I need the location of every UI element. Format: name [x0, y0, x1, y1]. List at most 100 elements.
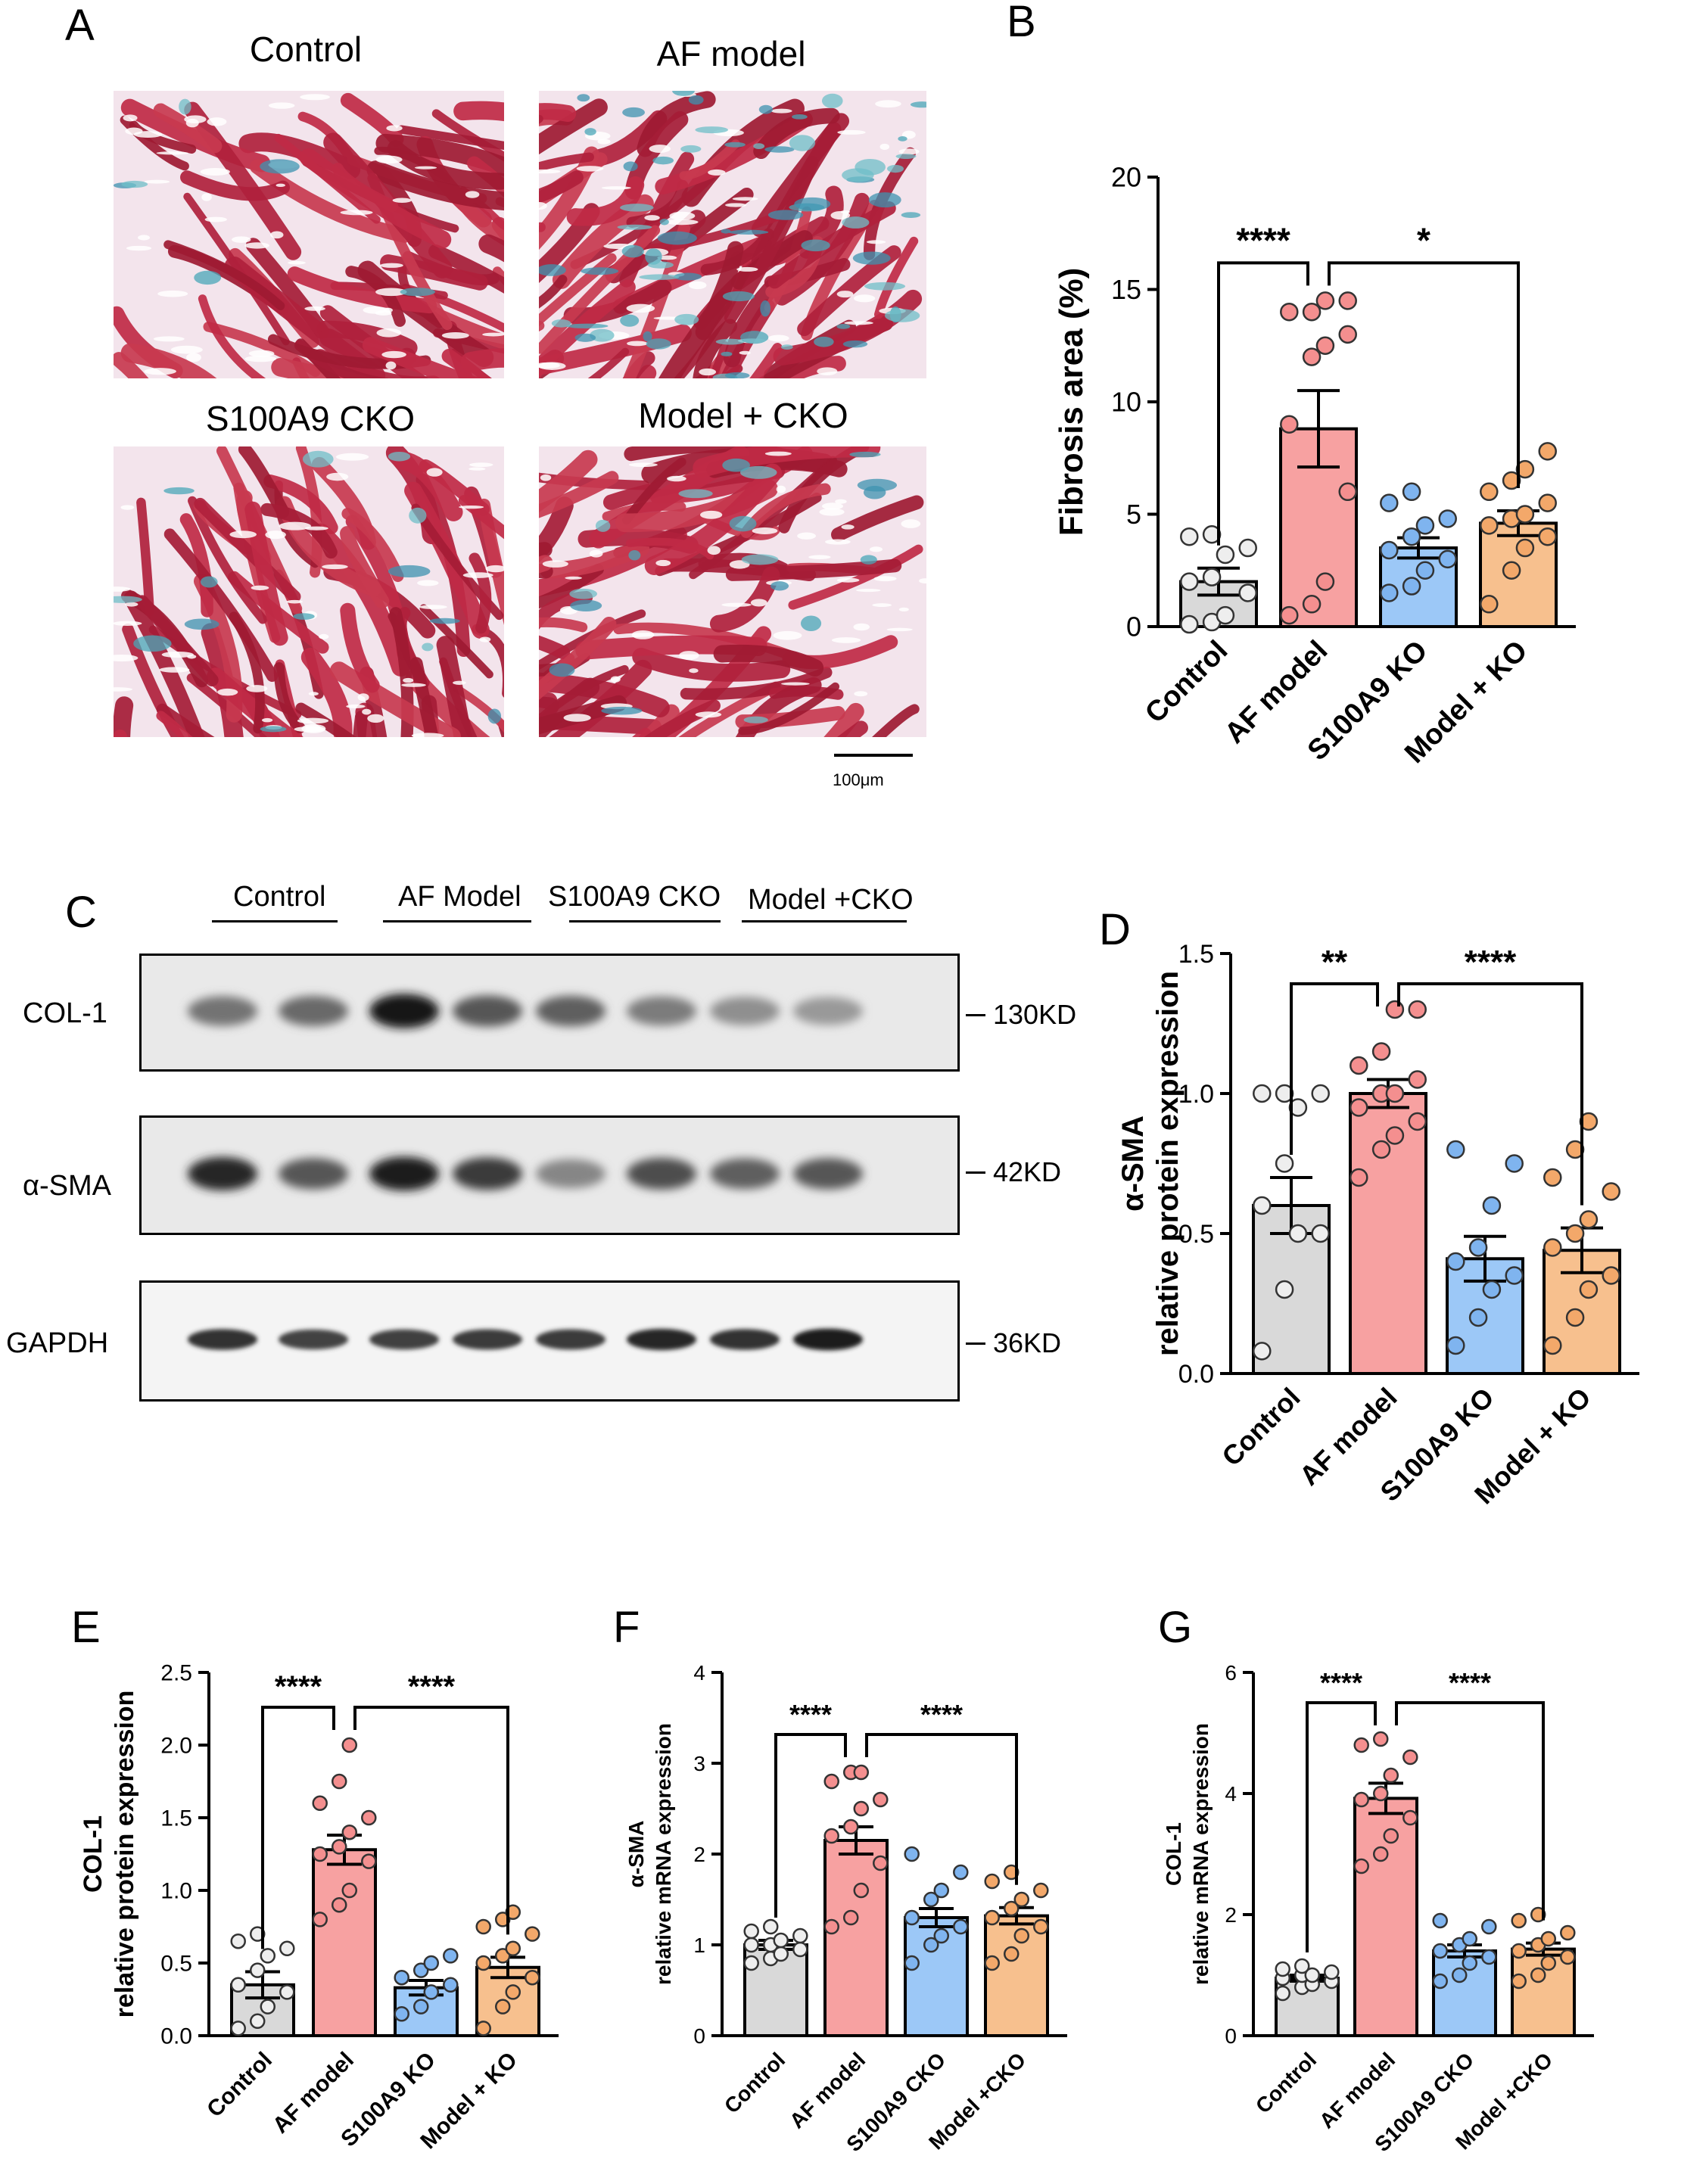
muscle-fiber	[679, 139, 740, 180]
collagen-region	[643, 331, 652, 342]
collagen-region	[842, 216, 870, 229]
data-point	[984, 1873, 1000, 1890]
collagen-region	[260, 159, 300, 174]
data-point	[230, 1977, 246, 1993]
interstitial-space	[565, 576, 582, 580]
collagen-region	[566, 323, 609, 328]
collagen-region	[688, 95, 704, 105]
collagen-region	[422, 642, 434, 652]
interstitial-space	[764, 451, 792, 456]
data-point	[1371, 1042, 1391, 1061]
muscle-fiber	[345, 266, 406, 327]
interstitial-space	[870, 546, 883, 552]
collagen-region	[639, 274, 680, 280]
data-point	[1385, 1084, 1405, 1103]
muscle-fiber	[340, 602, 380, 693]
data-point	[1402, 527, 1421, 546]
interstitial-space	[462, 572, 493, 578]
interstitial-space	[304, 526, 328, 530]
interstitial-space	[207, 117, 227, 126]
interstitial-space	[597, 138, 611, 145]
collagen-region	[910, 101, 926, 108]
data-point	[475, 1955, 491, 1971]
data-point	[933, 1882, 950, 1899]
blot-band	[793, 1328, 863, 1351]
chart-g-col1-mrna: G 0 2 4 6 COL-1 relative mRNA expression Contro…	[1158, 1603, 1594, 2156]
interstitial-space	[392, 198, 412, 203]
data-point	[904, 1955, 920, 1971]
interstitial-space	[844, 321, 873, 325]
collagen-region	[577, 94, 590, 102]
interstitial-space	[821, 502, 844, 510]
data-point	[923, 1937, 939, 1953]
interstitial-space	[419, 605, 447, 609]
data-point	[412, 1962, 429, 1978]
category-label: Control	[202, 2048, 277, 2123]
data-point	[1372, 1785, 1389, 1802]
y-tick-label: 6	[1225, 1661, 1237, 1685]
interstitial-space	[707, 546, 721, 555]
interstitial-space	[781, 682, 810, 686]
data-point	[1216, 545, 1235, 565]
interstitial-space	[898, 148, 920, 155]
panel-letter-c: C	[65, 888, 97, 937]
muscle-fiber	[244, 501, 288, 646]
western-blot-asma	[139, 1115, 960, 1235]
interstitial-space	[153, 336, 185, 342]
lane-group-line-model-cko	[742, 920, 907, 922]
muscle-fiber	[419, 604, 493, 679]
data-point	[1350, 1098, 1368, 1117]
lane-group-label-model-cko: Model +CKO	[748, 884, 914, 916]
data-point	[1372, 1731, 1389, 1747]
muscle-fiber	[644, 463, 783, 576]
data-point	[1180, 614, 1199, 634]
interstitial-space	[340, 210, 373, 216]
interstitial-space	[367, 714, 384, 723]
muscle-fiber	[229, 611, 265, 734]
data-point	[792, 1927, 808, 1944]
interstitial-space	[144, 179, 170, 184]
significance-bracket	[1306, 1701, 1377, 1952]
kd-label-130: 130KD	[993, 999, 1077, 1030]
interstitial-space	[771, 108, 792, 114]
interstitial-space	[326, 472, 349, 481]
collagen-region	[743, 716, 768, 723]
interstitial-space	[126, 245, 152, 251]
interstitial-space	[232, 236, 251, 243]
significance-label: ****	[920, 1699, 963, 1730]
collagen-region	[864, 282, 906, 291]
data-point	[1560, 1949, 1576, 1965]
data-point	[1280, 415, 1299, 434]
data-point	[1482, 1196, 1502, 1215]
y-tick-label: 10	[1111, 387, 1141, 418]
muscle-fiber	[539, 695, 627, 735]
interstitial-space	[346, 704, 366, 708]
interstitial-space	[376, 328, 402, 338]
data-point	[1180, 572, 1199, 591]
data-point	[953, 1864, 969, 1881]
kd-label-42: 42KD	[993, 1156, 1062, 1187]
muscle-fiber	[469, 552, 492, 634]
category-label: AF model	[1315, 2048, 1399, 2133]
muscle-fiber	[387, 140, 504, 190]
interstitial-space	[854, 294, 876, 303]
lane-group-label-s100a9-cko: S100A9 CKO	[548, 881, 721, 913]
interstitial-space	[159, 667, 190, 673]
collagen-region	[163, 487, 195, 495]
interstitial-space	[679, 651, 699, 660]
collagen-region	[590, 328, 615, 342]
data-point	[1275, 1154, 1294, 1173]
data-point	[1402, 482, 1421, 502]
data-point	[494, 1948, 511, 1964]
interstitial-space	[385, 361, 397, 370]
data-point	[823, 1773, 839, 1790]
data-point	[1202, 568, 1222, 586]
muscle-fiber	[693, 319, 738, 378]
interstitial-space	[657, 255, 677, 260]
data-point	[1438, 549, 1457, 569]
scale-bar	[834, 754, 913, 757]
collagen-region	[801, 615, 822, 631]
interstitial-space	[133, 131, 163, 138]
interstitial-space	[308, 692, 319, 696]
collagen-region	[836, 323, 851, 329]
